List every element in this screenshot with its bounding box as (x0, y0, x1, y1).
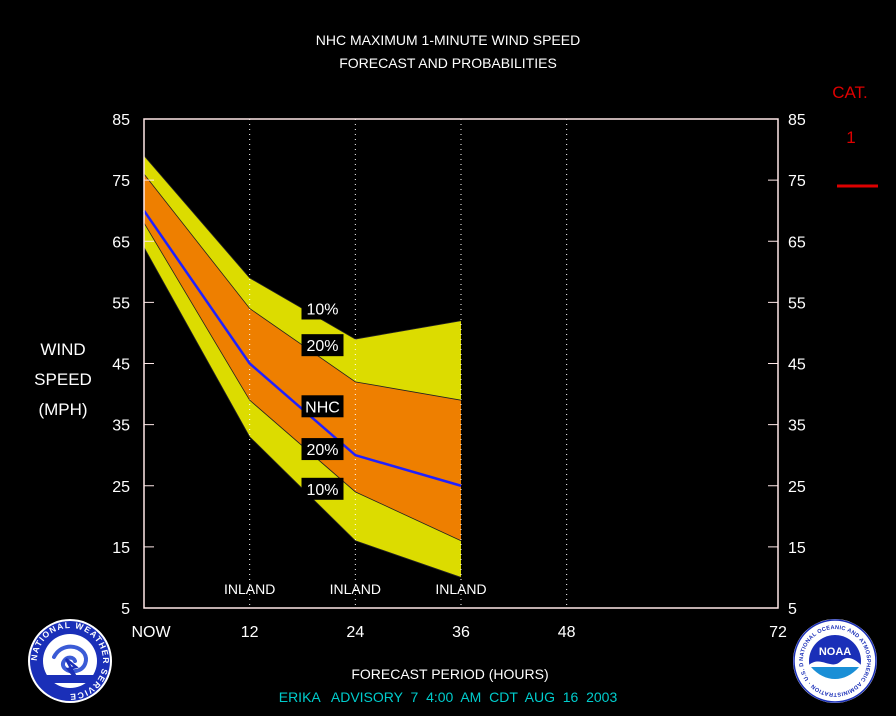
band-label-2: NHC (305, 399, 340, 416)
noaa-logo: NATIONAL OCEANIC AND ATMOSPHERIC ADMINIS… (793, 619, 877, 703)
x-tick-label-24: 24 (346, 624, 364, 641)
chart-subtitle: FORECAST AND PROBABILITIES (339, 55, 557, 71)
y-tick-label-right-75: 75 (788, 173, 806, 190)
y-ticks-right: 5 15 25 35 45 55 65 75 85 (768, 112, 806, 618)
x-ticks: NOW 12 24 36 48 72 (131, 624, 787, 641)
x-tick-label-72: 72 (769, 624, 787, 641)
y-tick-label-left-35: 35 (112, 418, 130, 435)
inland-label-24: INLAND (330, 581, 381, 597)
band-label-0: 10% (306, 301, 338, 318)
probability-bands (144, 155, 461, 578)
y-axis-label-line-3: (MPH) (38, 400, 87, 419)
advisory-footer: ERIKA ADVISORY 7 4:00 AM CDT AUG 16 2003 (279, 689, 618, 705)
inland-label-12: INLAND (224, 581, 275, 597)
y-tick-label-left-75: 75 (112, 173, 130, 190)
x-tick-label-36: 36 (452, 624, 470, 641)
y-tick-label-right-15: 15 (788, 540, 806, 557)
x-axis-label: FORECAST PERIOD (HOURS) (351, 666, 548, 682)
band-label-4: 10% (306, 482, 338, 499)
category-value: 1 (846, 128, 855, 147)
y-tick-label-right-5: 5 (788, 601, 797, 618)
y-tick-label-right-55: 55 (788, 295, 806, 312)
category-label: CAT. (832, 83, 868, 102)
inland-label-36: INLAND (435, 581, 486, 597)
y-tick-label-left-65: 65 (112, 234, 130, 251)
inland-markers: INLAND INLAND INLAND (224, 119, 568, 608)
band-label-box-1 (301, 334, 344, 357)
y-tick-label-right-25: 25 (788, 479, 806, 496)
band-label-1: 20% (306, 338, 338, 355)
band-label-box-0 (301, 297, 344, 320)
y-axis-label-line-1: WIND (40, 340, 85, 359)
band-labels: 10% 20% NHC 20% 10% (301, 297, 344, 500)
x-tick-label-12: 12 (241, 624, 259, 641)
y-tick-label-right-35: 35 (788, 418, 806, 435)
chart-title: NHC MAXIMUM 1-MINUTE WIND SPEED (316, 32, 580, 48)
band-label-box-2 (301, 395, 344, 418)
noaa-logo-text: NOAA (819, 646, 851, 658)
y-ticks-left: 5 15 25 35 45 55 65 75 85 (112, 112, 154, 618)
nws-logo: NATIONAL WEATHER SERVICE (28, 619, 112, 703)
band-20-percent (144, 174, 461, 541)
x-tick-label-48: 48 (558, 624, 576, 641)
y-tick-label-left-5: 5 (121, 601, 130, 618)
y-tick-label-left-45: 45 (112, 357, 130, 374)
band-label-box-4 (301, 477, 344, 500)
y-tick-label-right-45: 45 (788, 357, 806, 374)
y-axis-label-line-2: SPEED (34, 370, 92, 389)
x-tick-label-NOW: NOW (131, 624, 171, 641)
y-tick-label-left-85: 85 (112, 112, 130, 129)
y-tick-label-left-15: 15 (112, 540, 130, 557)
y-tick-label-right-65: 65 (788, 234, 806, 251)
y-tick-label-left-25: 25 (112, 479, 130, 496)
band-label-3: 20% (306, 442, 338, 459)
y-tick-label-right-85: 85 (788, 112, 806, 129)
y-tick-label-left-55: 55 (112, 295, 130, 312)
band-label-box-3 (301, 438, 344, 461)
